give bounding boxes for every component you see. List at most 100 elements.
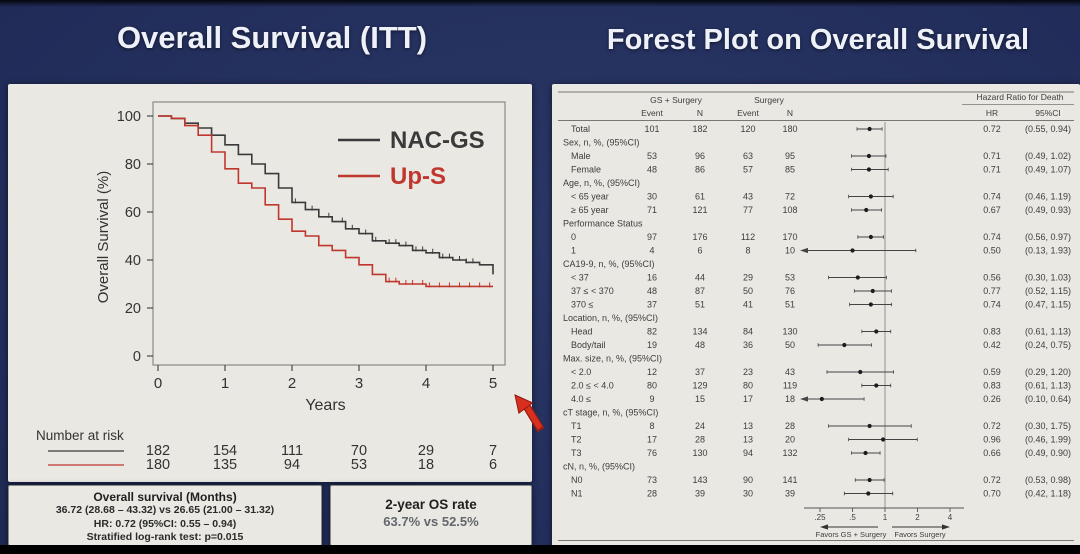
favors-right-arrowhead	[942, 524, 950, 530]
cell-event-gs: 80	[647, 381, 657, 391]
forest-row: < 2.0 12 37 23 43 0.59 (0.29, 1.20)	[571, 367, 1071, 377]
cell-event-surgery: 13	[743, 435, 753, 445]
cell-ci: (0.53, 0.98)	[1025, 475, 1071, 485]
cell-n-surgery: 180	[782, 124, 797, 134]
row-label: Female	[571, 165, 601, 175]
cell-event-gs: 73	[647, 475, 657, 485]
hr-point	[850, 248, 855, 253]
cell-event-gs: 101	[644, 124, 659, 134]
cell-event-surgery: 94	[743, 448, 753, 458]
cell-n-gs: 143	[692, 475, 707, 485]
row-label: < 2.0	[571, 367, 591, 377]
forest-row: Head 82 134 84 130 0.83 (0.61, 1.13)	[571, 327, 1071, 337]
x-tick-label: 1	[221, 375, 229, 392]
os-months-line3: Stratified log-rank test: p=0.015	[86, 531, 244, 543]
hr-point	[858, 369, 863, 375]
forest-row: Total 101 182 120 180 0.72 (0.55, 0.94)	[571, 124, 1071, 134]
cell-ci: (0.30, 1.03)	[1025, 273, 1071, 283]
row-label: 37 ≤ < 370	[571, 286, 614, 296]
ci-marker	[828, 275, 887, 280]
y-tick-label: 40	[125, 253, 141, 269]
km-plot: 100 80 60 40 20 0 Overall Survival (%) 0 1 2 3 4 5 Ye…	[36, 101, 506, 473]
cell-hr: 0.50	[983, 246, 1001, 256]
forest-group-row: Location, n, %, (95%CI)	[563, 313, 658, 323]
cell-n-surgery: 10	[785, 246, 795, 256]
cell-event-surgery: 41	[743, 300, 753, 310]
row-label: Sex, n, %, (95%CI)	[563, 138, 640, 148]
cell-event-surgery: 50	[743, 286, 753, 296]
header-sub: 95%CI	[1035, 108, 1061, 118]
cell-n-surgery: 76	[785, 286, 795, 296]
cell-n-gs: 130	[692, 448, 707, 458]
cell-event-gs: 82	[647, 327, 657, 337]
x-tick-label: 5	[489, 375, 497, 392]
cell-ci: (0.29, 1.20)	[1025, 367, 1071, 377]
hr-axis-tick-label: 1	[883, 513, 888, 522]
hr-axis-tick-label: .25	[814, 513, 826, 522]
cell-event-surgery: 77	[743, 205, 753, 215]
ci-marker	[800, 396, 865, 402]
cell-n-gs: 44	[695, 273, 705, 283]
cell-hr: 0.70	[983, 489, 1001, 499]
x-tick-label: 2	[288, 375, 296, 392]
cell-event-gs: 12	[647, 367, 657, 377]
row-label: Head	[571, 327, 593, 337]
forest-group-row: Max. size, n, %, (95%CI)	[563, 354, 662, 364]
forest-group-row: cN, n, %, (95%CI)	[563, 462, 635, 472]
forest-row: 37 ≤ < 370 48 87 50 76 0.77 (0.52, 1.15)	[571, 286, 1071, 296]
cell-event-gs: 8	[649, 421, 654, 431]
cell-n-gs: 51	[695, 300, 705, 310]
row-label: N0	[571, 475, 583, 485]
cell-event-surgery: 17	[743, 394, 753, 404]
cell-ci: (0.49, 1.07)	[1025, 165, 1071, 175]
censor-ticks-NAC-GS	[294, 198, 474, 264]
nar-value: 94	[284, 457, 300, 473]
plot-frame	[152, 101, 506, 366]
km-plot-panel: 100 80 60 40 20 0 Overall Survival (%) 0 1 2 3 4 5 Ye…	[8, 84, 532, 482]
cell-event-gs: 97	[647, 232, 657, 242]
hr-axis-tick-label: 4	[948, 513, 953, 522]
row-label: Body/tail	[571, 340, 606, 350]
y-tick-label: 20	[125, 301, 141, 317]
cell-ci: (0.61, 1.13)	[1025, 381, 1071, 391]
os-months-line1: 36.72 (28.68 – 43.32) vs 26.65 (21.00 – …	[55, 504, 275, 516]
cell-event-surgery: 30	[743, 489, 753, 499]
cell-hr: 0.56	[983, 273, 1001, 283]
forest-row: T2 17 28 13 20 0.96 (0.46, 1.99)	[571, 435, 1071, 445]
forest-row: T3 76 130 94 132 0.66 (0.49, 0.90)	[571, 448, 1071, 458]
nar-value: 135	[213, 457, 237, 473]
header-sub: N	[787, 108, 793, 118]
forest-row: 2.0 ≤ < 4.0 80 129 80 119 0.83 (0.61, 1.13)	[571, 381, 1071, 391]
nar-value: 53	[351, 457, 367, 473]
x-tick-label: 4	[422, 375, 430, 392]
ci-marker	[849, 302, 892, 307]
ci-marker	[848, 437, 918, 442]
ci-marker	[826, 369, 894, 375]
hr-axis-tick-label: 2	[915, 513, 920, 522]
cell-n-gs: 87	[695, 286, 705, 296]
row-label: 370 ≤	[571, 300, 594, 310]
nar-value: 6	[489, 457, 497, 473]
cell-ci: (0.49, 1.02)	[1025, 151, 1071, 161]
censor-ticks-Up-S	[388, 277, 491, 288]
ci-marker	[800, 247, 917, 254]
ci-marker	[854, 477, 885, 483]
cell-hr: 0.83	[983, 381, 1001, 391]
header-group3: Hazard Ratio for Death	[977, 92, 1064, 102]
cell-event-gs: 17	[647, 435, 657, 445]
forest-row: 370 ≤ 37 51 41 51 0.74 (0.47, 1.15)	[571, 300, 1071, 310]
hr-point	[868, 302, 873, 307]
hr-point	[868, 234, 873, 240]
hr-point	[868, 194, 873, 199]
cell-hr: 0.67	[983, 205, 1001, 215]
photo-top-edge	[0, 0, 1080, 7]
cell-event-gs: 53	[647, 151, 657, 161]
cell-event-surgery: 36	[743, 340, 753, 350]
cell-hr: 0.72	[983, 421, 1001, 431]
hr-point	[842, 342, 847, 348]
cell-ci: (0.61, 1.13)	[1025, 327, 1071, 337]
cell-n-surgery: 170	[782, 232, 797, 242]
cell-n-surgery: 72	[785, 192, 795, 202]
cell-event-surgery: 13	[743, 421, 753, 431]
